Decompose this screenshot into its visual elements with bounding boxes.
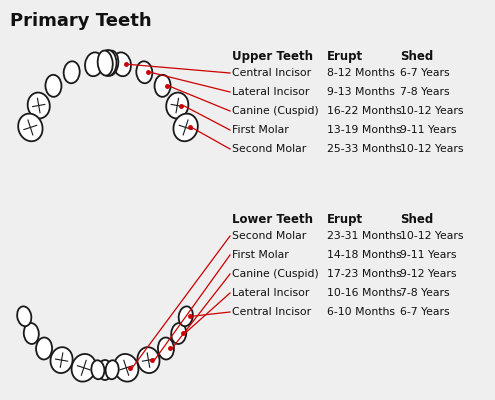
Text: 9-11 Years: 9-11 Years	[400, 250, 456, 260]
Ellipse shape	[28, 92, 50, 118]
Ellipse shape	[64, 61, 80, 83]
Ellipse shape	[105, 360, 119, 379]
Text: 9-12 Years: 9-12 Years	[400, 269, 456, 279]
Ellipse shape	[17, 306, 31, 326]
Ellipse shape	[18, 114, 43, 141]
Ellipse shape	[179, 306, 193, 326]
Text: 6-7 Years: 6-7 Years	[400, 68, 449, 78]
Ellipse shape	[99, 50, 116, 76]
Ellipse shape	[46, 75, 61, 97]
Text: 16-22 Months: 16-22 Months	[327, 106, 402, 116]
Text: 6-7 Years: 6-7 Years	[400, 307, 449, 317]
Ellipse shape	[50, 347, 73, 373]
Text: Erupt: Erupt	[327, 213, 363, 226]
Ellipse shape	[98, 50, 113, 76]
Ellipse shape	[103, 50, 118, 76]
Ellipse shape	[113, 52, 131, 76]
Text: 10-12 Years: 10-12 Years	[400, 106, 463, 116]
Text: 7-8 Years: 7-8 Years	[400, 87, 449, 97]
Text: 10-12 Years: 10-12 Years	[400, 231, 463, 241]
Text: Shed: Shed	[400, 213, 433, 226]
Text: 13-19 Months: 13-19 Months	[327, 125, 402, 135]
Ellipse shape	[24, 323, 39, 344]
Text: 10-12 Years: 10-12 Years	[400, 144, 463, 154]
Text: 9-11 Years: 9-11 Years	[400, 125, 456, 135]
Ellipse shape	[166, 92, 189, 118]
Text: First Molar: First Molar	[232, 250, 289, 260]
Ellipse shape	[158, 338, 174, 360]
Text: Lateral Incisor: Lateral Incisor	[232, 87, 309, 97]
Text: Canine (Cuspid): Canine (Cuspid)	[232, 269, 319, 279]
Ellipse shape	[138, 347, 159, 373]
Ellipse shape	[91, 360, 104, 379]
Ellipse shape	[173, 114, 198, 141]
Text: Central Incisor: Central Incisor	[232, 307, 311, 317]
Text: 23-31 Months: 23-31 Months	[327, 231, 402, 241]
Text: Central Incisor: Central Incisor	[232, 68, 311, 78]
Text: 9-13 Months: 9-13 Months	[327, 87, 395, 97]
Text: Upper Teeth: Upper Teeth	[232, 50, 313, 63]
Text: Second Molar: Second Molar	[232, 231, 306, 241]
Text: First Molar: First Molar	[232, 125, 289, 135]
Text: Lateral Incisor: Lateral Incisor	[232, 288, 309, 298]
Text: 14-18 Months: 14-18 Months	[327, 250, 402, 260]
Ellipse shape	[114, 354, 139, 382]
Ellipse shape	[98, 360, 112, 380]
Ellipse shape	[85, 52, 103, 76]
Text: 25-33 Months: 25-33 Months	[327, 144, 402, 154]
Ellipse shape	[154, 75, 171, 97]
Ellipse shape	[171, 323, 186, 344]
Text: 10-16 Months: 10-16 Months	[327, 288, 402, 298]
Text: Canine (Cuspid): Canine (Cuspid)	[232, 106, 319, 116]
Text: 17-23 Months: 17-23 Months	[327, 269, 402, 279]
Text: Primary Teeth: Primary Teeth	[10, 12, 151, 30]
Text: Lower Teeth: Lower Teeth	[232, 213, 313, 226]
Text: 8-12 Months: 8-12 Months	[327, 68, 395, 78]
Text: Shed: Shed	[400, 50, 433, 63]
Text: Erupt: Erupt	[327, 50, 363, 63]
Text: Second Molar: Second Molar	[232, 144, 306, 154]
Text: 6-10 Months: 6-10 Months	[327, 307, 395, 317]
Text: 7-8 Years: 7-8 Years	[400, 288, 449, 298]
Ellipse shape	[36, 338, 52, 360]
Ellipse shape	[136, 61, 152, 83]
Ellipse shape	[72, 354, 96, 382]
